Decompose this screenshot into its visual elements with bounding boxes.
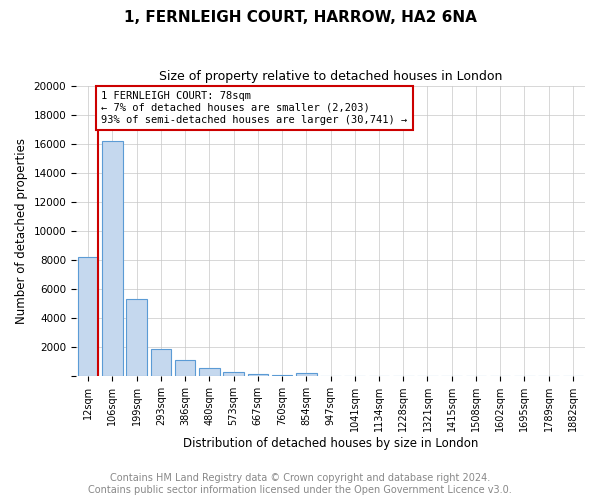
Bar	[175, 360, 196, 376]
Bar	[199, 368, 220, 376]
Title: Size of property relative to detached houses in London: Size of property relative to detached ho…	[159, 70, 502, 83]
Y-axis label: Number of detached properties: Number of detached properties	[15, 138, 28, 324]
Bar	[223, 372, 244, 376]
Text: 1 FERNLEIGH COURT: 78sqm
← 7% of detached houses are smaller (2,203)
93% of semi: 1 FERNLEIGH COURT: 78sqm ← 7% of detache…	[101, 92, 408, 124]
Bar	[102, 141, 122, 376]
X-axis label: Distribution of detached houses by size in London: Distribution of detached houses by size …	[183, 437, 478, 450]
Bar	[78, 257, 98, 376]
Text: Contains HM Land Registry data © Crown copyright and database right 2024.
Contai: Contains HM Land Registry data © Crown c…	[88, 474, 512, 495]
Bar	[151, 348, 171, 376]
Bar	[127, 299, 147, 376]
Bar	[272, 375, 292, 376]
Bar	[296, 374, 317, 376]
Bar	[248, 374, 268, 376]
Text: 1, FERNLEIGH COURT, HARROW, HA2 6NA: 1, FERNLEIGH COURT, HARROW, HA2 6NA	[124, 10, 476, 25]
